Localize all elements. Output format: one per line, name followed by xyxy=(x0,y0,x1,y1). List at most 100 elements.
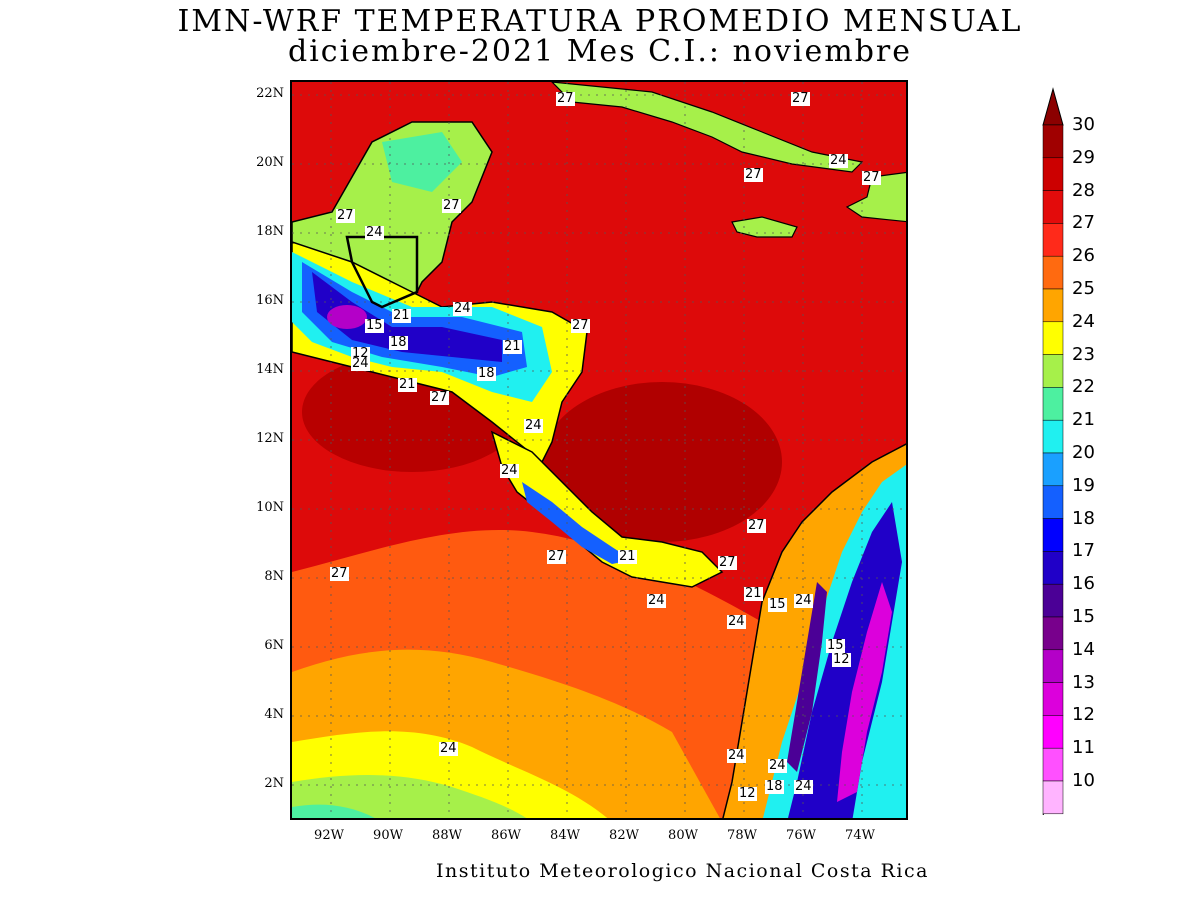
colorbar-label-25: 25 xyxy=(1072,278,1095,299)
contour-label: 21 xyxy=(618,549,637,564)
contour-label: 24 xyxy=(727,614,746,629)
contour-label: 27 xyxy=(718,555,737,570)
pacific-23-band xyxy=(292,775,527,818)
contour-label: 27 xyxy=(571,318,590,333)
colorbar-swatch-15 xyxy=(1042,616,1064,651)
contour-label: 12 xyxy=(738,786,757,801)
lat-label-10n: 10N xyxy=(256,500,284,515)
contour-label: 27 xyxy=(791,91,810,106)
colorbar-top-arrow xyxy=(1042,87,1064,126)
colorbar-swatch-12 xyxy=(1042,715,1064,749)
colorbar-label-14: 14 xyxy=(1072,638,1095,660)
lon-label-78w: 78W xyxy=(727,828,757,843)
colorbar-label-23: 23 xyxy=(1072,343,1095,365)
lat-label-4n: 4N xyxy=(264,707,284,722)
colorbar-label-20: 20 xyxy=(1072,442,1095,463)
lon-label-80w: 80W xyxy=(668,828,698,843)
contour-label: 15 xyxy=(768,597,787,612)
lat-label-18n: 18N xyxy=(256,224,284,239)
colorbar-label-21: 21 xyxy=(1072,409,1095,431)
contour-label: 27 xyxy=(442,198,461,213)
contour-label: 24 xyxy=(647,593,666,608)
institution-credit: Instituto Meteorologico Nacional Costa R… xyxy=(436,860,929,882)
colorbar-label-28: 28 xyxy=(1072,179,1095,201)
colorbar-swatch-13 xyxy=(1042,682,1064,716)
temperature-colorbar xyxy=(1042,87,1064,815)
contour-label: 15 xyxy=(365,318,384,333)
lon-label-88w: 88W xyxy=(432,828,462,843)
colorbar-swatch-11 xyxy=(1042,747,1064,782)
lon-label-84w: 84W xyxy=(550,828,580,843)
contour-label: 12 xyxy=(832,652,851,667)
lon-label-76w: 76W xyxy=(786,828,816,843)
colorbar-label-13: 13 xyxy=(1072,671,1095,693)
contour-label: 24 xyxy=(453,301,472,316)
map-title-line1: IMN-WRF TEMPERATURA PROMEDIO MENSUAL xyxy=(177,4,1023,39)
colorbar-label-17: 17 xyxy=(1072,540,1095,562)
contour-label: 21 xyxy=(398,377,417,392)
lat-label-12n: 12N xyxy=(256,431,284,446)
colorbar-swatch-20 xyxy=(1042,452,1064,487)
contour-label: 21 xyxy=(503,339,522,354)
colorbar-swatch-25 xyxy=(1042,288,1064,323)
colorbar-swatch-24 xyxy=(1042,321,1064,355)
temperature-map-canvas xyxy=(292,82,906,818)
colorbar-label-24: 24 xyxy=(1072,310,1095,332)
contour-label: 24 xyxy=(524,418,543,433)
contour-label: 27 xyxy=(547,549,566,564)
lat-label-2n: 2N xyxy=(264,776,284,791)
contour-label: 27 xyxy=(336,208,355,223)
colorbar-swatch-19 xyxy=(1042,485,1064,519)
lon-label-86w: 86W xyxy=(491,828,521,843)
contour-label: 27 xyxy=(744,167,763,182)
guatemala-border xyxy=(345,235,419,309)
contour-label: 21 xyxy=(392,308,411,323)
colorbar-label-19: 19 xyxy=(1072,474,1095,496)
colorbar-label-12: 12 xyxy=(1072,704,1095,726)
colorbar-label-29: 29 xyxy=(1072,146,1095,168)
colorbar-swatch-26 xyxy=(1042,255,1064,290)
colorbar-swatch-27 xyxy=(1042,223,1064,257)
contour-label: 24 xyxy=(794,779,813,794)
talamanca-cool-range xyxy=(522,482,632,564)
colorbar-swatch-18 xyxy=(1042,518,1064,552)
colorbar-swatch-28 xyxy=(1042,190,1064,224)
highlands-coldest-spot xyxy=(327,305,367,329)
colorbar-label-11: 11 xyxy=(1072,737,1095,759)
contour-label: 24 xyxy=(794,593,813,608)
colorbar-label-15: 15 xyxy=(1072,606,1095,627)
lon-label-90w: 90W xyxy=(373,828,403,843)
lat-label-8n: 8N xyxy=(264,569,284,584)
contour-label: 24 xyxy=(351,356,370,371)
contour-label: 21 xyxy=(744,586,763,601)
lon-label-74w: 74W xyxy=(845,828,875,843)
highlands-very-cold xyxy=(312,272,502,362)
lat-label-22n: 22N xyxy=(256,86,284,101)
pacific-22-band xyxy=(292,804,375,818)
colorbar-swatch-22 xyxy=(1042,387,1064,421)
map-gridlines xyxy=(292,82,906,818)
colorbar-label-10: 10 xyxy=(1072,770,1095,791)
yucatan-cool-patch xyxy=(382,132,462,192)
contour-label: 24 xyxy=(829,153,848,168)
colorbar-label-22: 22 xyxy=(1072,376,1095,398)
contour-label: 27 xyxy=(556,91,575,106)
contour-label: 27 xyxy=(862,170,881,185)
temperature-map xyxy=(290,80,908,820)
colorbar-swatch-14 xyxy=(1042,649,1064,683)
jamaica-land xyxy=(731,216,798,238)
contour-label: 24 xyxy=(768,758,787,773)
contour-label: 24 xyxy=(365,225,384,240)
contour-label: 27 xyxy=(747,518,766,533)
colorbar-label-30: 30 xyxy=(1072,114,1095,135)
colorbar-swatch-29 xyxy=(1042,157,1064,191)
warm-pool-caribbean xyxy=(542,382,782,542)
andes-west-cordillera xyxy=(787,582,827,772)
map-title-line2: diciembre-2021 Mes C.I.: noviembre xyxy=(288,34,912,69)
lon-label-92w: 92W xyxy=(314,828,344,843)
colorbar-swatch-17 xyxy=(1042,551,1064,585)
colorbar-label-26: 26 xyxy=(1072,245,1095,267)
contour-label: 18 xyxy=(477,366,496,381)
contour-label: 27 xyxy=(330,566,349,581)
colorbar-swatch-30 xyxy=(1042,124,1064,159)
